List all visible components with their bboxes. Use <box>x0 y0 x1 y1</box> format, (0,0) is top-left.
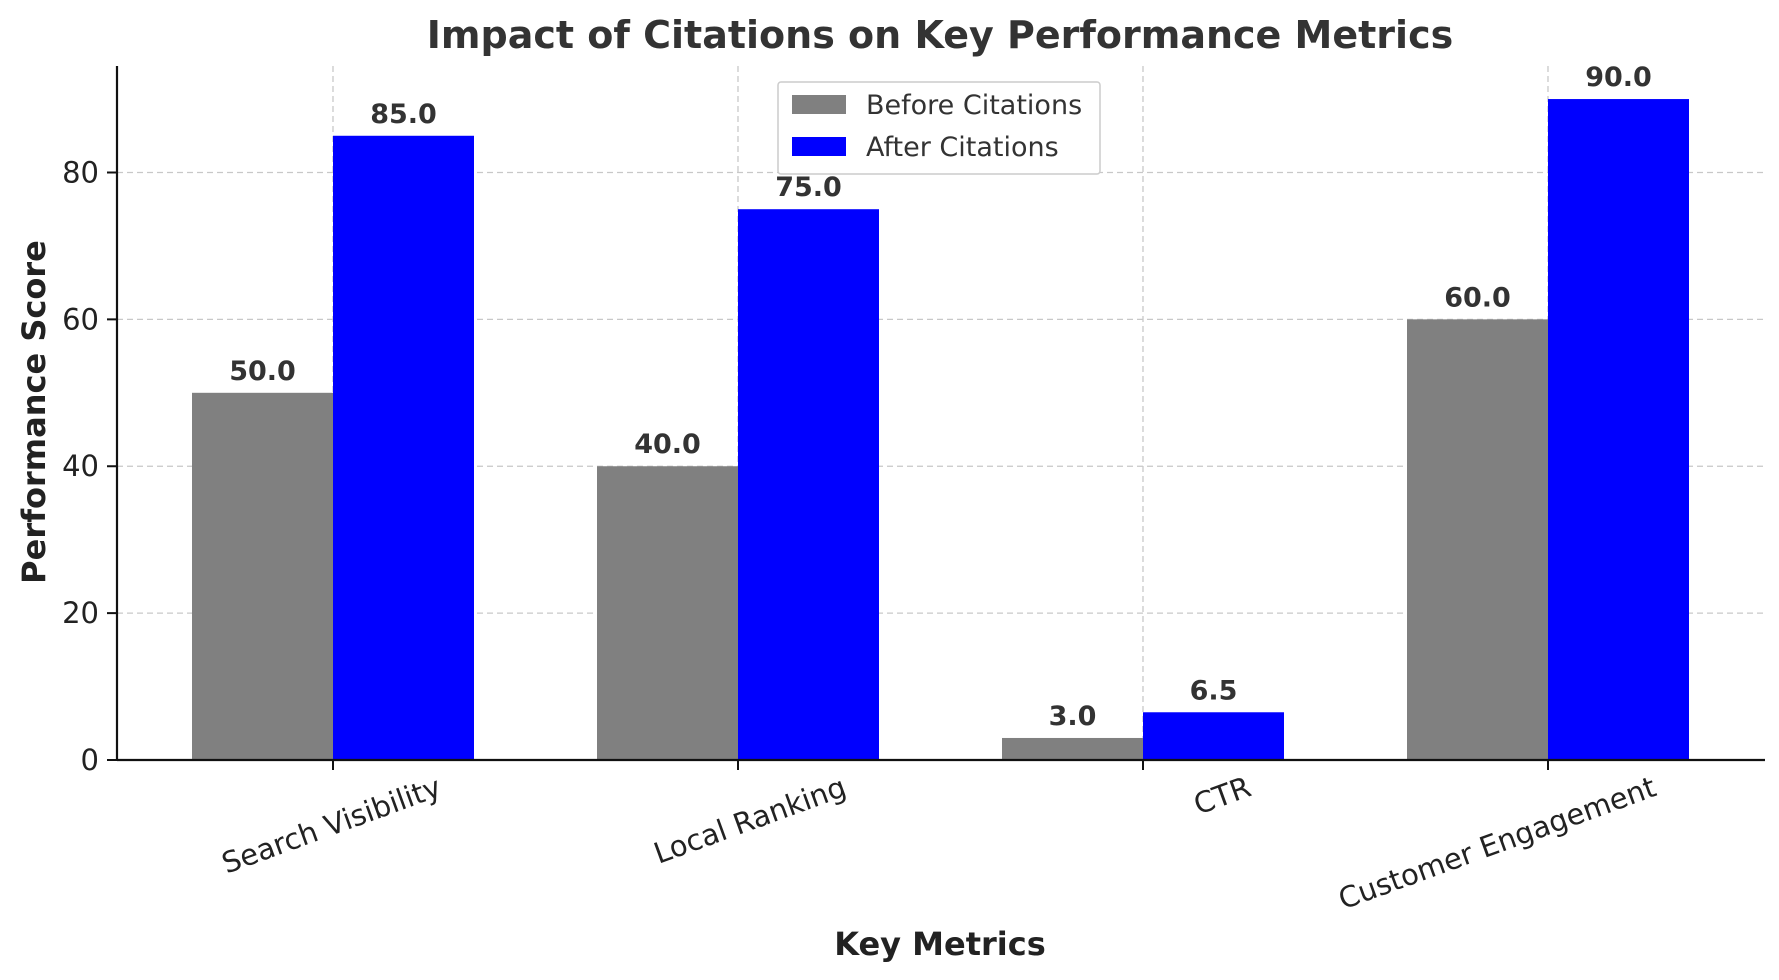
x-tick-layer: Search Visibility Local Ranking CTR Custome… <box>217 760 1660 916</box>
legend-swatch-before <box>792 95 846 114</box>
bar-layer <box>192 99 1689 761</box>
y-tick-label-3: 60 <box>62 302 99 336</box>
legend: Before Citations After Citations <box>777 81 1101 175</box>
legend-label-after: After Citations <box>866 132 1059 163</box>
y-tick-layer: 0 20 40 60 80 <box>62 155 117 777</box>
axis-layer <box>115 66 1765 762</box>
data-label-before-2: 3.0 <box>1049 701 1097 732</box>
bar-before-0 <box>192 392 333 760</box>
bar-after-1 <box>738 209 879 760</box>
data-label-before-3: 60.0 <box>1444 282 1511 313</box>
data-label-after-0: 85.0 <box>370 99 437 130</box>
data-label-after-2: 6.5 <box>1190 675 1238 706</box>
y-tick-label-1: 20 <box>62 596 99 630</box>
y-tick-label-0: 0 <box>81 743 99 777</box>
bar-after-3 <box>1548 99 1689 761</box>
x-axis-title: Key Metrics <box>834 925 1046 963</box>
chart-title: Impact of Citations on Key Performance M… <box>427 13 1453 57</box>
legend-swatch-after <box>792 137 846 156</box>
bar-before-1 <box>597 466 738 760</box>
x-tick-label-1: Local Ranking <box>649 770 850 871</box>
data-label-before-1: 40.0 <box>634 429 701 460</box>
data-label-after-3: 90.0 <box>1585 62 1652 93</box>
x-tick-label-3: Customer Engagement <box>1334 770 1660 917</box>
y-tick-label-4: 80 <box>62 155 99 189</box>
x-tick-label-0: Search Visibility <box>217 770 445 881</box>
legend-label-before: Before Citations <box>866 90 1082 121</box>
y-axis-title: Performance Score <box>15 240 53 584</box>
y-tick-label-2: 40 <box>62 449 99 483</box>
bar-before-3 <box>1407 319 1548 760</box>
bar-after-0 <box>333 135 474 760</box>
bar-after-2 <box>1143 712 1284 760</box>
data-label-after-1: 75.0 <box>775 172 842 203</box>
data-label-layer: 50.0 40.0 3.0 60.0 85.0 75.0 6.5 90.0 <box>229 62 1652 732</box>
legend-box <box>777 81 1101 175</box>
bar-before-2 <box>1002 737 1143 760</box>
x-tick-label-2: CTR <box>1189 770 1255 822</box>
data-label-before-0: 50.0 <box>229 356 296 387</box>
